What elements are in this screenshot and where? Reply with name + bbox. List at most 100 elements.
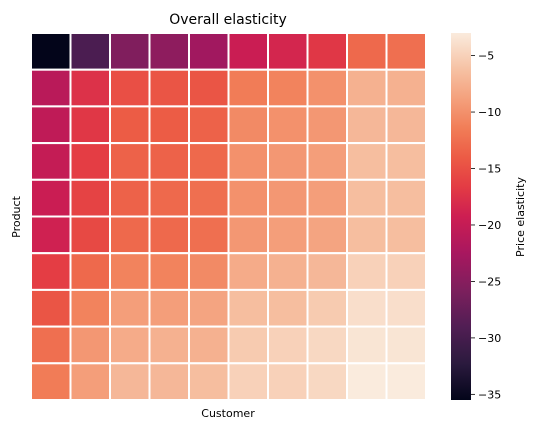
heatmap-cell [30, 178, 72, 218]
heatmap-cell [148, 288, 190, 328]
heatmap-cell [227, 215, 269, 255]
heatmap-cell [346, 105, 388, 145]
heatmap-cell [109, 288, 151, 328]
heatmap-cell [30, 288, 72, 328]
heatmap-cell [267, 68, 309, 108]
heatmap-cell [188, 325, 230, 365]
heatmap-cell [69, 215, 111, 255]
heatmap-cell [109, 325, 151, 365]
heatmap-cell [306, 362, 348, 401]
heatmap-cell [267, 325, 309, 365]
heatmap-cell [385, 68, 427, 108]
colorbar [451, 33, 471, 400]
heatmap-cell [346, 325, 388, 365]
heatmap-cell [109, 105, 151, 145]
heatmap-cell [306, 178, 348, 218]
heatmap-cell [227, 105, 269, 145]
colorbar-tick-label: −15 [478, 163, 501, 176]
heatmap-cell [148, 142, 190, 181]
heatmap-cell [385, 252, 427, 291]
heatmap-cell [188, 32, 230, 71]
colorbar-ticks: −5 −10 −15 −20 −25 −30 −35 [471, 50, 501, 401]
heatmap-cell [69, 32, 111, 71]
heatmap-cell [148, 178, 190, 218]
heatmap-cell [109, 178, 151, 218]
heatmap-cell [148, 362, 190, 401]
heatmap-cell [148, 105, 190, 145]
colorbar-tick-label: −30 [478, 332, 501, 345]
heatmap-cell [385, 105, 427, 145]
heatmap-cell [306, 325, 348, 365]
heatmap-cell [385, 215, 427, 255]
heatmap-cell [30, 105, 72, 145]
heatmap-cell [385, 362, 427, 401]
heatmap-cell [30, 68, 72, 108]
heatmap-cell [385, 288, 427, 328]
heatmap-cell [346, 142, 388, 181]
heatmap-cell [385, 142, 427, 181]
heatmap-cell [267, 32, 309, 71]
heatmap-cell [346, 288, 388, 328]
y-axis-label: Product [10, 195, 23, 237]
colorbar-tick-label: −25 [478, 275, 501, 288]
heatmap-cell [267, 362, 309, 401]
heatmap-cell [148, 215, 190, 255]
colorbar-label: Price elasticity [514, 177, 527, 257]
heatmap-cell [306, 215, 348, 255]
heatmap-cell [227, 142, 269, 181]
heatmap-cell [267, 105, 309, 145]
colorbar-tick-label: −10 [478, 106, 501, 119]
heatmap-cell [306, 68, 348, 108]
heatmap-cell [69, 362, 111, 401]
heatmap-cell [188, 68, 230, 108]
heatmap-cell [346, 178, 388, 218]
heatmap-cell [267, 178, 309, 218]
heatmap-cell [306, 252, 348, 291]
heatmap-cell [30, 252, 72, 291]
heatmap-cell [109, 362, 151, 401]
heatmap-cell [69, 252, 111, 291]
heatmap-cell [306, 288, 348, 328]
heatmap-cell [346, 362, 388, 401]
heatmap-cell [188, 178, 230, 218]
heatmap-cell [306, 105, 348, 145]
heatmap-cell [109, 252, 151, 291]
heatmap-cell [346, 32, 388, 71]
heatmap-cell [227, 288, 269, 328]
heatmap-cell [346, 215, 388, 255]
x-axis-label: Customer [201, 407, 255, 420]
heatmap-cell [227, 178, 269, 218]
heatmap-cell [148, 325, 190, 365]
heatmap-cell [267, 215, 309, 255]
colorbar-tick-label: −35 [478, 388, 501, 401]
heatmap-cell [109, 215, 151, 255]
colorbar-tick-label: −20 [478, 219, 501, 232]
heatmap-cell [148, 252, 190, 291]
heatmap-cell [188, 362, 230, 401]
heatmap-cell [188, 252, 230, 291]
heatmap-cell [227, 32, 269, 71]
colorbar-tick-label: −5 [478, 50, 494, 63]
heatmap-cell [267, 142, 309, 181]
heatmap-cell [109, 68, 151, 108]
heatmap-cells [30, 32, 427, 401]
heatmap-cell [69, 325, 111, 365]
heatmap-cell [188, 215, 230, 255]
heatmap-cell [346, 252, 388, 291]
heatmap-cell [306, 32, 348, 71]
heatmap-cell [30, 362, 72, 401]
heatmap-cell [30, 215, 72, 255]
heatmap-cell [188, 288, 230, 328]
heatmap-cell [69, 288, 111, 328]
heatmap-cell [227, 68, 269, 108]
chart-title: Overall elasticity [169, 12, 287, 28]
heatmap-cell [30, 142, 72, 181]
heatmap-cell [188, 105, 230, 145]
heatmap-cell [188, 142, 230, 181]
heatmap-cell [148, 68, 190, 108]
heatmap-cell [109, 142, 151, 181]
heatmap-cell [346, 68, 388, 108]
heatmap-cell [267, 288, 309, 328]
heatmap-cell [69, 178, 111, 218]
